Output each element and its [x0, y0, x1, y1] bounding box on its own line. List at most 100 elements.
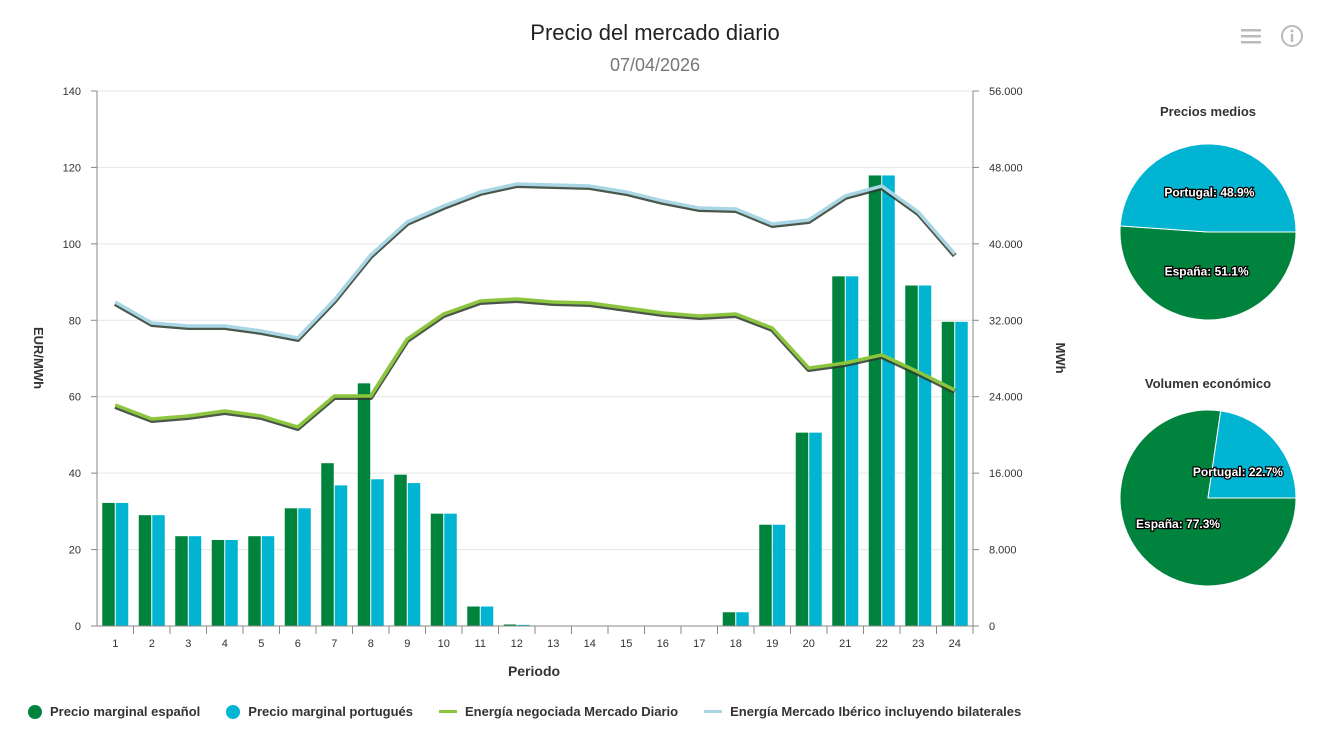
x-tick-label: 23 — [912, 638, 924, 650]
bar-portugal — [918, 285, 932, 626]
x-tick-label: 24 — [949, 638, 961, 650]
y-tick-label: 80 — [69, 315, 81, 327]
bar-spain — [941, 321, 955, 626]
legend-label: Precio marginal español — [50, 704, 201, 719]
x-tick-label: 8 — [368, 638, 374, 650]
circle-marker-icon — [226, 704, 241, 719]
legend-label: Precio marginal portugués — [248, 704, 413, 719]
y2-tick-label: 56.000 — [989, 86, 1023, 98]
x-tick-label: 21 — [839, 638, 851, 650]
x-tick-label: 2 — [149, 638, 155, 650]
bar-spain — [357, 383, 371, 626]
chart-subtitle: 07/04/2026 — [610, 55, 700, 75]
bar-portugal — [772, 524, 786, 626]
pie-label: Portugal: 22.7% — [1193, 465, 1283, 479]
legend-item-energy-md[interactable]: Energía negociada Mercado Diario — [438, 704, 679, 719]
x-tick-label: 4 — [222, 638, 228, 650]
x-tick-label: 3 — [185, 638, 191, 650]
bar-spain — [102, 502, 115, 626]
bar-portugal — [480, 606, 494, 626]
y-tick-label: 140 — [63, 86, 81, 98]
pie-label: España: 77.3% — [1136, 517, 1220, 531]
pie-slice-portugal — [1119, 143, 1297, 233]
y2-tick-label: 24.000 — [989, 392, 1023, 404]
y-axis-title: EUR/MWh — [31, 327, 46, 389]
bar-portugal — [115, 502, 129, 626]
hamburger-menu-icon[interactable] — [1240, 27, 1262, 45]
bar-spain — [905, 285, 918, 626]
legend-item-energy-iberian[interactable]: Energía Mercado Ibérico incluyendo bilat… — [704, 704, 1021, 719]
bar-spain — [430, 513, 444, 626]
bar-spain — [722, 612, 736, 626]
x-tick-label: 16 — [657, 638, 669, 650]
bar-portugal — [261, 536, 275, 626]
y-tick-label: 40 — [69, 468, 81, 480]
bar-spain — [248, 536, 261, 626]
bar-portugal — [334, 485, 348, 626]
bar-portugal — [298, 508, 311, 626]
pie-label: Portugal: 48.9% — [1164, 185, 1254, 199]
x-tick-label: 7 — [331, 638, 337, 650]
x-tick-label: 10 — [438, 638, 450, 650]
bar-portugal — [517, 624, 530, 626]
bar-portugal — [809, 432, 822, 626]
circle-marker-icon — [28, 704, 42, 719]
bar-spain — [868, 175, 882, 627]
x-tick-label: 5 — [258, 638, 264, 650]
pie1-title: Precios medios — [1160, 104, 1256, 119]
bar-portugal — [188, 536, 202, 626]
y2-tick-label: 16.000 — [989, 468, 1023, 480]
y-tick-label: 20 — [69, 545, 81, 557]
bar-spain — [795, 432, 809, 626]
bar-portugal — [882, 175, 895, 627]
x-tick-label: 13 — [547, 638, 559, 650]
legend-item-portugal[interactable]: Precio marginal portugués — [226, 704, 413, 719]
y-tick-label: 100 — [63, 239, 81, 251]
legend-item-spain[interactable]: Precio marginal español — [28, 704, 200, 719]
bar-spain — [832, 276, 845, 626]
line-marker-icon — [438, 710, 457, 713]
bar-portugal — [225, 540, 238, 626]
legend-label: Energía negociada Mercado Diario — [464, 704, 679, 719]
bar-spain — [503, 624, 517, 626]
info-icon[interactable] — [1280, 24, 1304, 48]
pie2-title: Volumen económico — [1145, 376, 1271, 391]
bar-spain — [138, 515, 152, 626]
line-energy-md — [114, 297, 956, 429]
x-axis-title: Periodo — [508, 663, 560, 679]
y2-tick-label: 0 — [989, 621, 995, 633]
line-energy-iberian — [114, 182, 957, 340]
y2-tick-label: 8.000 — [989, 545, 1017, 557]
x-tick-label: 20 — [803, 638, 815, 650]
legend: Precio marginal español Precio marginal … — [28, 704, 1021, 719]
bar-portugal — [955, 321, 968, 626]
bar-spain — [759, 524, 772, 626]
bar-portugal — [371, 479, 384, 626]
x-tick-label: 22 — [876, 638, 888, 650]
y-tick-label: 120 — [63, 162, 81, 174]
pie-label: España: 51.1% — [1165, 265, 1249, 279]
bar-portugal — [152, 515, 165, 626]
bar-spain — [321, 463, 334, 626]
bar-portugal — [407, 483, 421, 626]
y-tick-label: 60 — [69, 392, 81, 404]
bar-spain — [211, 540, 225, 626]
pie-slice-espana — [1119, 225, 1297, 321]
pie-slice-portugal — [1207, 410, 1297, 499]
legend-label: Energía Mercado Ibérico incluyendo bilat… — [730, 704, 1022, 719]
y2-tick-label: 32.000 — [989, 315, 1023, 327]
chart-title: Precio del mercado diario — [530, 20, 779, 45]
x-tick-label: 6 — [295, 638, 301, 650]
bar-portugal — [845, 276, 859, 626]
bar-portugal — [444, 513, 457, 626]
bar-spain — [175, 536, 188, 626]
y2-axis-title: MWh — [1053, 342, 1068, 373]
x-tick-label: 12 — [511, 638, 523, 650]
y2-tick-label: 40.000 — [989, 239, 1023, 251]
x-tick-label: 14 — [584, 638, 596, 650]
y-tick-label: 0 — [75, 621, 81, 633]
bar-portugal — [736, 612, 749, 626]
bar-spain — [467, 606, 480, 626]
